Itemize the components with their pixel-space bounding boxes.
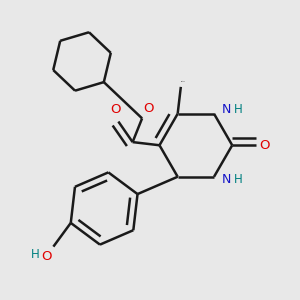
Text: H: H <box>31 248 40 261</box>
Text: H: H <box>234 103 243 116</box>
Text: N: N <box>222 173 231 186</box>
Text: O: O <box>111 103 121 116</box>
Text: O: O <box>260 139 270 152</box>
Text: N: N <box>222 103 231 116</box>
Text: O: O <box>41 250 52 263</box>
Text: O: O <box>144 102 154 115</box>
Text: methyl: methyl <box>181 81 186 82</box>
Text: H: H <box>234 173 243 186</box>
